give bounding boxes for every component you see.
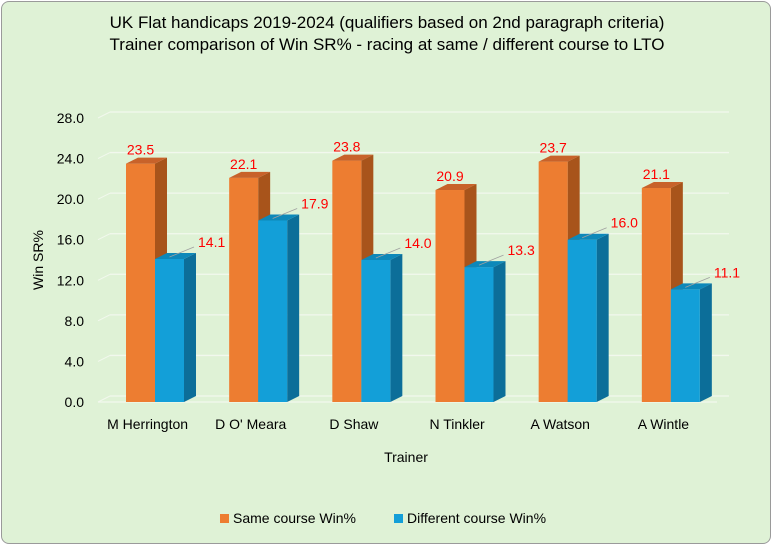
bar [538,161,568,402]
bar [258,220,288,402]
bar [435,190,465,402]
gridline-depth [97,314,111,322]
y-tick-label: 8.0 [65,313,85,329]
bar [670,289,700,402]
legend-label: Different course Win% [407,510,546,526]
data-label-leader [685,277,710,288]
x-tick-label: N Tinkler [429,416,485,432]
x-tick-label: A Watson [531,416,590,432]
bar-top [567,233,609,240]
data-label: 23.5 [127,142,154,158]
chart-title-line-1: UK Flat handicaps 2019-2024 (qualifiers … [109,13,665,32]
gridline-depth [97,395,111,403]
x-axis-title: Trainer [384,449,428,465]
data-label: 23.8 [333,139,360,155]
data-label: 21.1 [643,166,670,182]
y-tick-label: 12.0 [57,272,84,288]
y-tick-label: 4.0 [65,353,85,369]
y-tick-label: 16.0 [57,232,84,248]
bar-side [184,252,196,402]
y-tick-label: 20.0 [57,191,84,207]
bar-top [361,254,403,260]
y-tick-label: 0.0 [65,394,85,410]
bar-top [155,252,196,259]
legend-label: Same course Win% [233,510,356,526]
data-label: 22.1 [230,156,257,172]
x-tick-label: A Wintle [638,416,690,432]
bar-side [493,261,506,402]
bar-side [287,214,300,402]
bar-top [229,171,271,178]
bar [361,260,391,402]
bar-top [332,154,374,161]
data-label: 13.3 [508,242,535,258]
chart-title-line-2: Trainer comparison of Win SR% - racing a… [109,35,665,54]
bar-top [464,261,506,268]
legend-swatch [394,514,403,523]
data-label: 14.1 [198,234,225,250]
bar-top [641,181,683,188]
data-label-leader [582,227,607,239]
y-tick-label: 28.0 [57,110,84,126]
bar-side [390,254,403,402]
data-label-leader [272,208,298,219]
bar-top [258,214,300,221]
bar-top [126,157,167,164]
bar [641,187,671,402]
gridline-depth [97,111,111,119]
gridline-depth [97,152,111,160]
bar [332,160,362,402]
bar-side [596,233,609,402]
x-tick-label: D O' Meara [215,416,286,432]
gridline-depth [97,273,111,281]
data-label: 17.9 [301,195,328,211]
gridline-depth [97,354,111,362]
bar [464,267,494,402]
x-tick-label: D Shaw [329,416,379,432]
bar [229,177,259,402]
bar-side [699,283,712,402]
x-tick-label: M Herrington [107,416,188,432]
data-label: 20.9 [436,168,463,184]
gridline-depth [97,192,111,200]
data-label-leader [375,247,401,259]
bar [155,258,184,402]
data-label: 14.0 [404,235,431,251]
legend-swatch [220,514,229,523]
bar-top [670,283,712,290]
bar [567,239,597,402]
data-label-leader [478,254,504,266]
bar-top [538,155,580,162]
chart-title: UK Flat handicaps 2019-2024 (qualifiers … [2,12,772,56]
y-axis-title: Win SR% [30,230,46,290]
bar [126,163,155,402]
y-tick-label: 24.0 [57,151,84,167]
data-label-leader [169,246,195,258]
data-label: 11.1 [714,264,740,280]
gridline-depth [97,233,111,241]
data-label: 23.7 [540,140,567,156]
data-label: 16.0 [611,215,638,231]
bar-top [435,184,477,191]
